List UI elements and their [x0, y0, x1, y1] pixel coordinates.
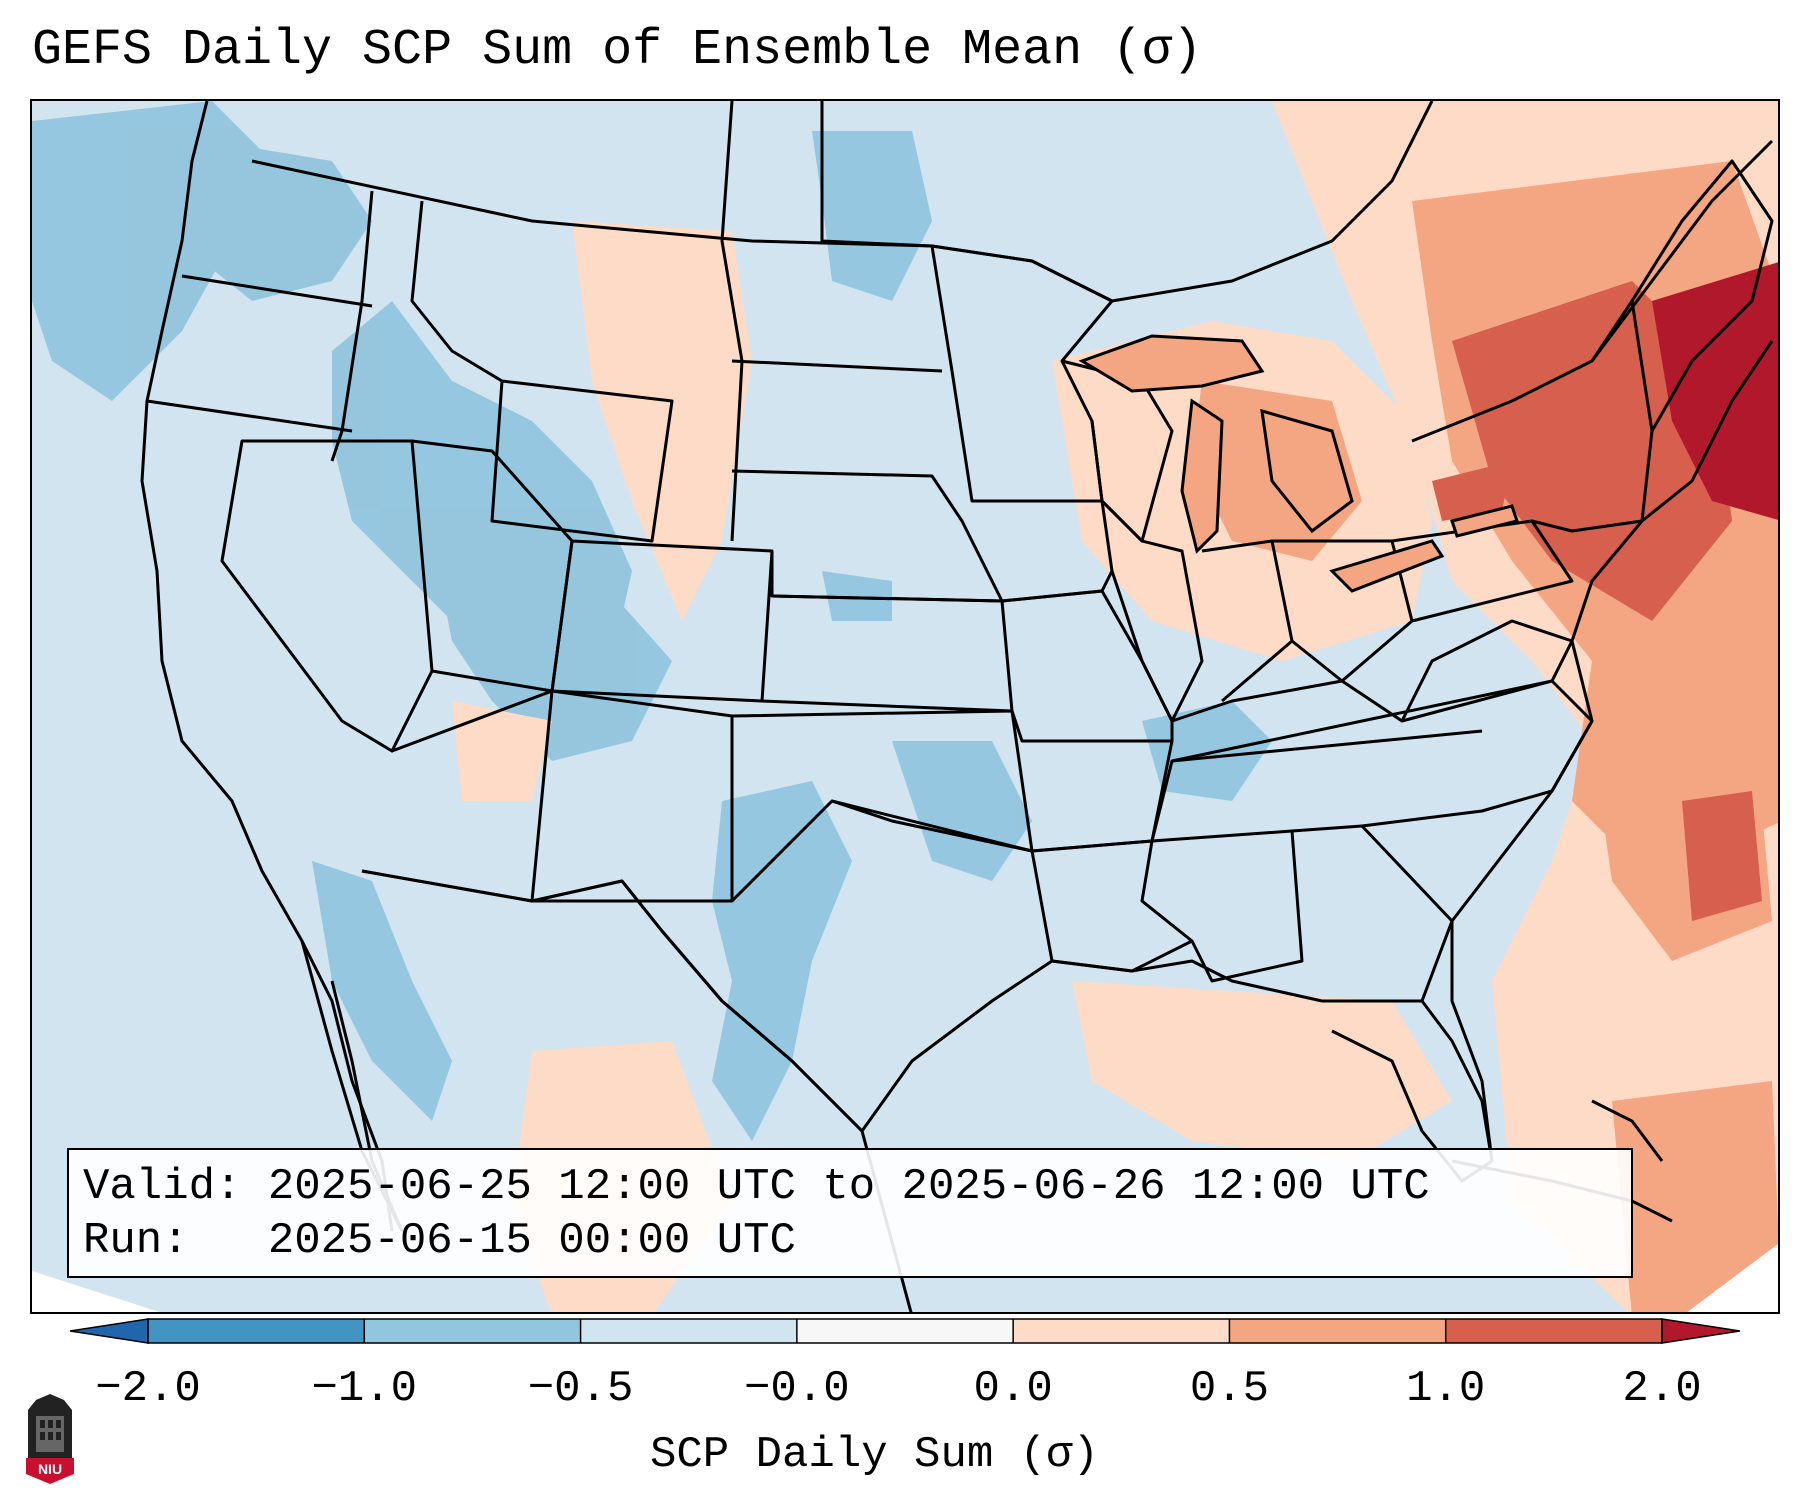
dakota-split [731, 359, 943, 373]
lake-ontario [1450, 504, 1519, 538]
lake-ontario-red [1432, 461, 1512, 521]
run-line: Run: 2025-06-15 00:00 UTC [83, 1214, 1617, 1268]
colorbar-tick-label: −2.0 [95, 1364, 201, 1414]
kansas [761, 594, 1014, 713]
run-info-box: Valid: 2025-06-25 12:00 UTC to 2025-06-2… [67, 1148, 1633, 1278]
map-panel [30, 99, 1780, 1314]
washington-oregon [181, 274, 373, 308]
colorbar-segment [1229, 1319, 1447, 1343]
oregon-california [146, 399, 353, 433]
colorbar-segment [148, 1319, 365, 1343]
idaho-west [330, 190, 374, 462]
lake-superior [1078, 334, 1265, 393]
colorbar-label: SCP Daily Sum (σ) [650, 1430, 1099, 1480]
atlantic-coastline [1450, 340, 1774, 1162]
oklahoma-blue [892, 741, 1032, 881]
caribbean-mid-red [1612, 1081, 1778, 1312]
montana-idaho [410, 200, 503, 383]
projection-edge-right [1687, 1244, 1778, 1312]
colorbar-tick-label: −0.5 [527, 1364, 634, 1414]
colorado-utah-blue [432, 541, 672, 761]
colorbar-tick-label: −1.0 [311, 1364, 418, 1414]
baja-blue [312, 861, 452, 1121]
colorbar-extend-high [1661, 1318, 1740, 1344]
valid-value: 2025-06-25 12:00 UTC to 2025-06-26 12:00… [267, 1162, 1430, 1212]
new-mexico [532, 689, 734, 903]
virginia [1400, 619, 1574, 722]
colorbar-segment [580, 1319, 798, 1343]
texas-blue [712, 781, 852, 1141]
lake-michigan [1180, 398, 1224, 554]
illinois [1100, 499, 1204, 723]
four-corners-light-red [452, 701, 552, 801]
run-label: Run: [83, 1216, 189, 1266]
utah-nevada [411, 439, 574, 693]
north-dakota-blue [812, 131, 932, 301]
state-boundaries [140, 101, 1774, 1312]
colorbar-tick-label: 2.0 [1622, 1364, 1702, 1414]
great-lakes [1078, 334, 1519, 593]
colorbar-tick-label: 0.5 [1189, 1364, 1270, 1414]
north-dakota [820, 101, 954, 372]
ohio-valley-blue [1142, 701, 1272, 801]
montana-dakota [720, 101, 744, 542]
nebraska-blue [822, 571, 892, 621]
colorbar [70, 1318, 1740, 1344]
lake-huron [1260, 408, 1354, 534]
colorbar-segments [147, 1319, 1663, 1343]
wyoming [490, 379, 674, 543]
niu-logo: NIU [26, 1394, 74, 1484]
pacific-coastline [140, 101, 394, 1232]
colorbar-tick-label: 0.0 [973, 1364, 1053, 1414]
projection-edge-left [32, 1271, 160, 1312]
colorbar-tick-label: 1.0 [1406, 1364, 1486, 1414]
new-england-dark-red [1652, 262, 1778, 520]
atlantic-red [1682, 791, 1762, 921]
st-lawrence [1590, 139, 1774, 362]
colorbar-outline [147, 1318, 1663, 1344]
washington-blue [202, 141, 372, 301]
run-value: 2025-06-15 00:00 UTC [267, 1216, 796, 1266]
new-york-red [1452, 281, 1732, 621]
bahamas [1591, 1099, 1664, 1162]
new-york [1411, 299, 1654, 533]
mexico-border [361, 869, 913, 1312]
valid-line: Valid: 2025-06-25 12:00 UTC to 2025-06-2… [83, 1160, 1617, 1214]
map-title: GEFS Daily SCP Sum of Ensemble Mean (σ) [32, 22, 1203, 79]
indiana-ohio [1201, 539, 1294, 703]
colorbar-segment [1445, 1319, 1663, 1343]
gulf-light-red [1072, 981, 1452, 1161]
southern-canada-east [1111, 101, 1434, 303]
gulf-coast [1051, 959, 1323, 1003]
valid-label: Valid: [83, 1162, 242, 1212]
negative-anomaly-regions [32, 101, 1272, 1141]
tennessee-south [1150, 729, 1483, 842]
colorbar-segment [1013, 1319, 1230, 1343]
colorbar-segment [796, 1319, 1014, 1343]
montana-dakota-light-red [572, 221, 752, 621]
new-england [1630, 159, 1774, 432]
kentucky-tennessee [1171, 679, 1554, 763]
logo-text: NIU [38, 1461, 62, 1477]
colorbar-extend-low [70, 1318, 149, 1344]
scp-map [32, 101, 1778, 1312]
colorbar-segment [364, 1319, 582, 1343]
colorbar-tick-label: −0.0 [744, 1364, 850, 1414]
lake-erie [1329, 539, 1445, 593]
nebraska [731, 469, 1004, 603]
